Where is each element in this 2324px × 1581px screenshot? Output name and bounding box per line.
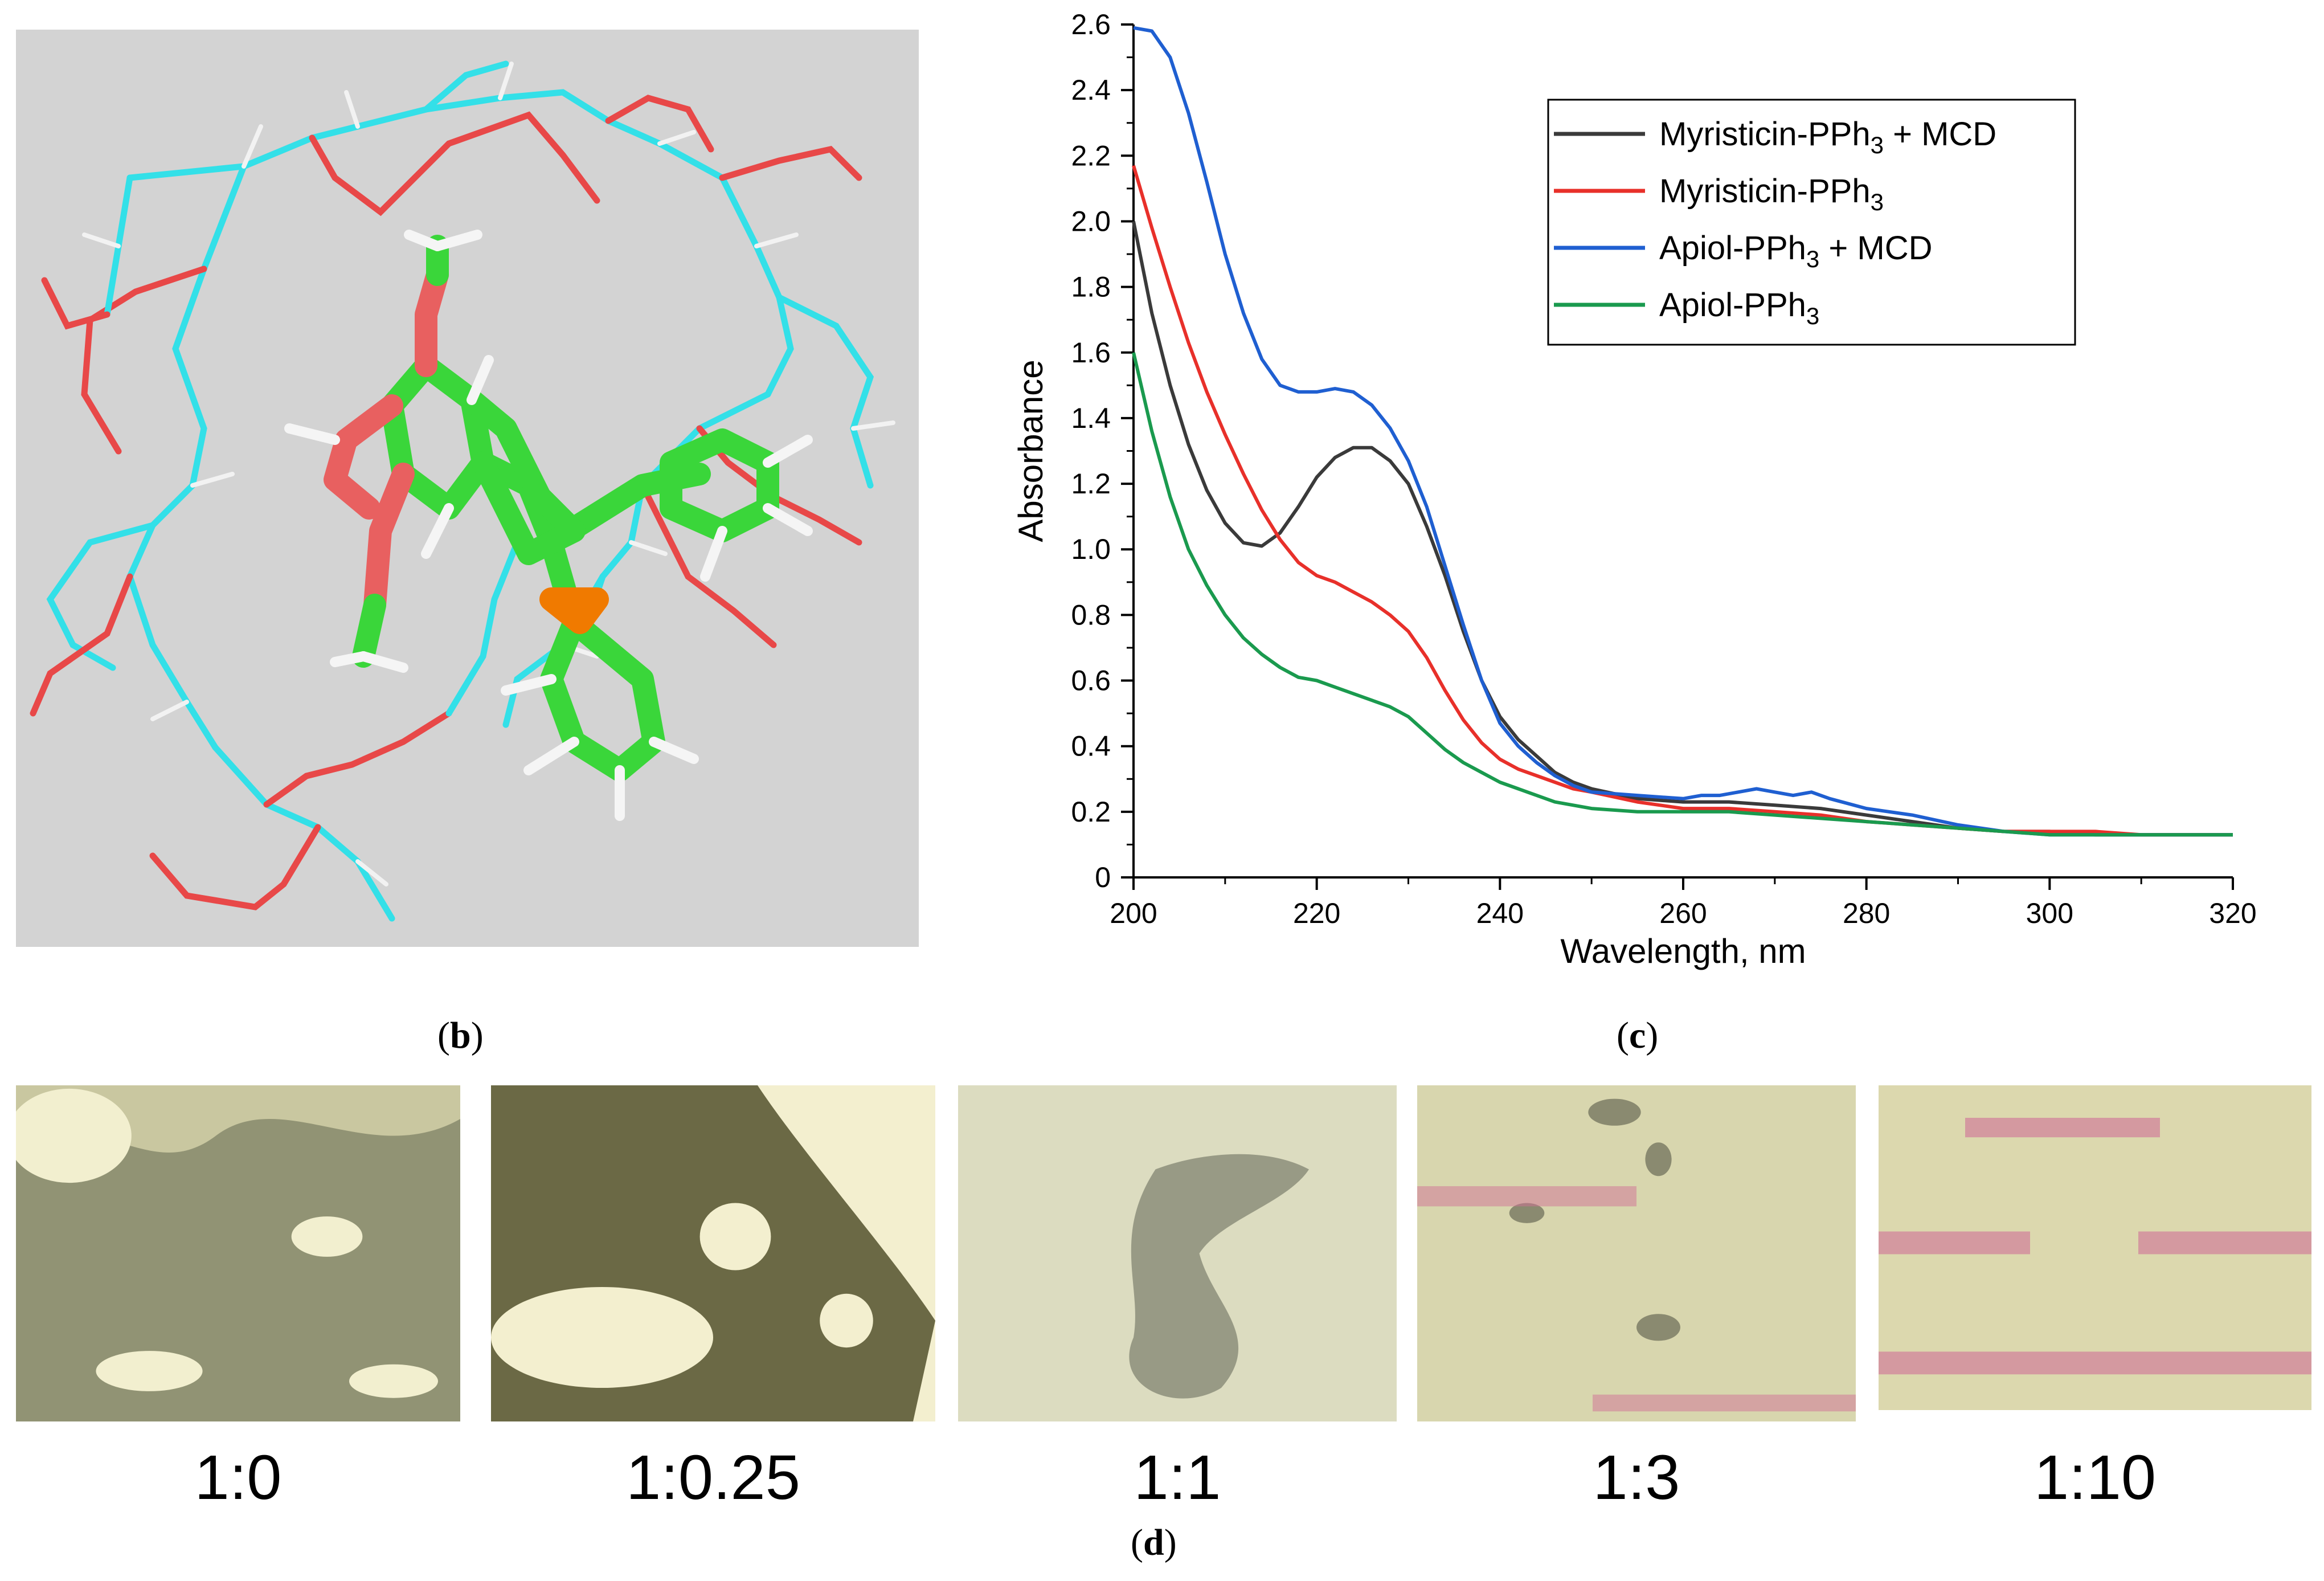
micrograph-1-10 <box>1879 1085 2311 1410</box>
y-tick-label: 2.6 <box>1071 9 1111 40</box>
ratio-label-1-10: 1:10 <box>2034 1443 2157 1513</box>
x-tick-label: 240 <box>1476 897 1524 929</box>
y-tick-label: 1.4 <box>1071 402 1111 434</box>
y-tick-label: 2.4 <box>1071 74 1111 106</box>
y-axis-label: Absorbance <box>1012 359 1050 542</box>
caption-b: (b) <box>437 1015 484 1056</box>
hydrogen-sticks <box>82 62 895 886</box>
legend-label-0: Myristicin-PPh3 + MCD <box>1659 116 1996 158</box>
x-tick-label: 260 <box>1659 897 1707 929</box>
x-tick-label: 300 <box>2026 897 2073 929</box>
y-tick-label: 2.2 <box>1071 140 1111 171</box>
legend-label-2: Apiol-PPh3 + MCD <box>1659 230 1932 272</box>
x-tick-label: 280 <box>1843 897 1890 929</box>
micrograph-1-1 <box>958 1085 1397 1421</box>
ratio-label-1-1: 1:1 <box>1134 1443 1221 1513</box>
guest-molecule <box>324 235 779 782</box>
y-tick-label: 1.2 <box>1071 468 1111 500</box>
y-tick-label: 0 <box>1095 861 1111 893</box>
micrograph-1-0-25 <box>491 1085 935 1421</box>
micrograph-1-0 <box>7 1085 460 1421</box>
caption-c: (c) <box>1617 1015 1659 1056</box>
y-tick-label: 0.6 <box>1071 665 1111 697</box>
x-tick-label: 320 <box>2209 897 2256 929</box>
legend-label-3: Apiol-PPh3 <box>1659 287 1819 329</box>
ratio-label-1-0-25: 1:0.25 <box>626 1443 800 1513</box>
x-tick-label: 220 <box>1293 897 1340 929</box>
absorbance-chart: 0 0.2 0.4 0.6 0.8 1.0 1.2 1.4 1.6 1.8 2.0 2.2 2.4 2.6… <box>963 0 2324 1003</box>
y-tick-label: 0.8 <box>1071 599 1111 631</box>
y-tick-label: 1.8 <box>1071 271 1111 303</box>
caption-d: (d) <box>1131 1522 1177 1563</box>
molecular-model-image <box>16 30 919 947</box>
y-tick-label: 0.4 <box>1071 730 1111 762</box>
y-tick-label: 1.0 <box>1071 533 1111 565</box>
micrograph-1-3 <box>1417 1085 1856 1421</box>
ratio-label-1-3: 1:3 <box>1593 1443 1680 1513</box>
x-axis-label: Wavelength, nm <box>1560 932 1806 970</box>
series-line-2 <box>1133 26 2233 837</box>
y-tick-label: 2.0 <box>1071 205 1111 237</box>
ratio-label-1-0: 1:0 <box>194 1443 282 1513</box>
y-tick-label: 0.2 <box>1071 796 1111 828</box>
guest-hydrogens <box>284 230 813 821</box>
y-tick-label: 1.6 <box>1071 337 1111 369</box>
series-line-3 <box>1132 352 2233 837</box>
x-tick-label: 200 <box>1110 897 1157 929</box>
legend-label-1: Myristicin-PPh3 <box>1659 173 1884 215</box>
